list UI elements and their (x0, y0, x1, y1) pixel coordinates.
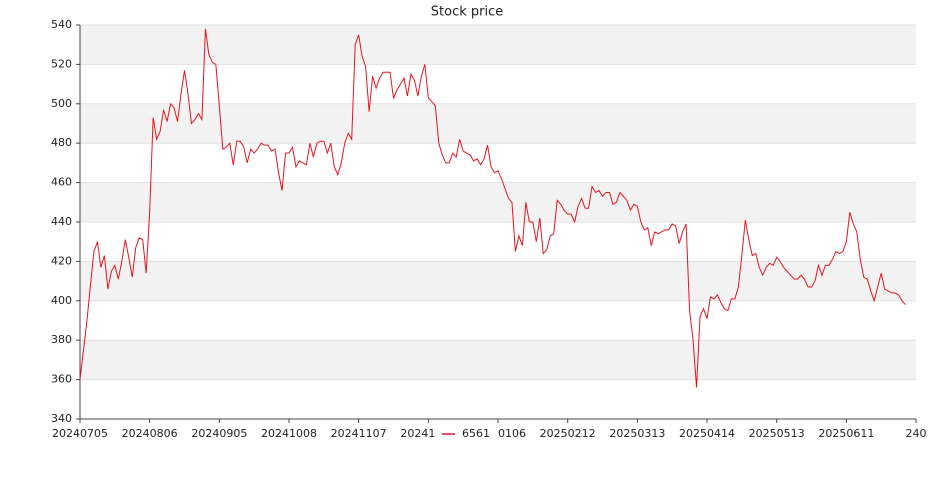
y-tick-label: 400 (51, 294, 72, 307)
y-tick-label: 360 (51, 373, 72, 386)
x-tick-label: 20240806 (122, 427, 178, 440)
x-tick-label: 20241008 (261, 427, 317, 440)
grid-band (80, 340, 916, 380)
x-tick-label: 240 (906, 427, 927, 440)
y-tick-label: 460 (51, 176, 72, 189)
grid-band (80, 103, 916, 144)
x-tick-label: 20241107 (331, 427, 387, 440)
grid-band (80, 182, 916, 222)
chart-title: Stock price (431, 5, 503, 20)
grid-band (80, 25, 916, 65)
x-tick-label: 20250212 (540, 427, 596, 440)
x-tick-label: 20250611 (818, 427, 874, 440)
y-tick-label: 500 (51, 97, 72, 110)
line-series (79, 28, 906, 388)
y-tick-label: 380 (51, 333, 72, 346)
legend-label: 6561 (462, 427, 490, 440)
y-tick-label: 480 (51, 136, 72, 149)
x-tick-label: 20250414 (679, 427, 735, 440)
grid-band (80, 261, 916, 301)
y-tick-label: 520 (51, 57, 72, 70)
y-tick-label: 340 (51, 412, 72, 425)
legend-box (436, 425, 498, 443)
x-tick-label: 20250313 (609, 427, 665, 440)
x-tick-label: 20250513 (749, 427, 805, 440)
x-tick-label: 20240905 (191, 427, 247, 440)
x-tick-label: 20240705 (52, 427, 108, 440)
legend: 6561 (436, 425, 498, 443)
y-tick-label: 420 (51, 254, 72, 267)
y-tick-label: 540 (51, 18, 72, 31)
y-tick-label: 440 (51, 215, 72, 228)
